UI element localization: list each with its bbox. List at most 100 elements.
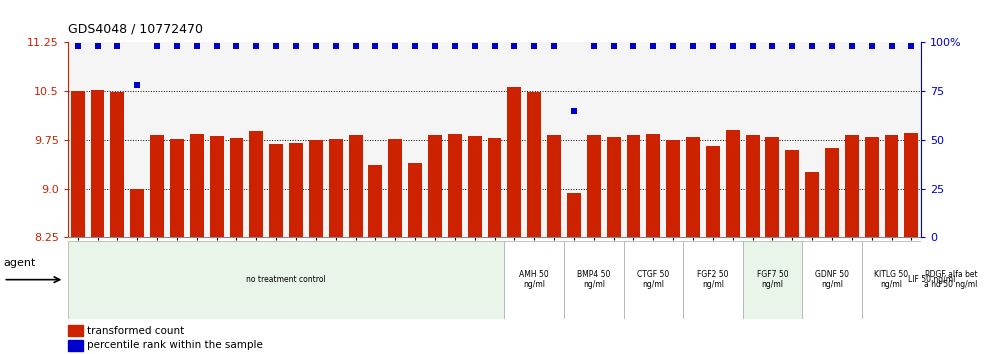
FancyBboxPatch shape bbox=[683, 241, 743, 319]
Bar bbox=[71, 91, 85, 237]
Bar bbox=[91, 90, 105, 237]
FancyBboxPatch shape bbox=[941, 241, 961, 319]
Point bbox=[467, 44, 483, 49]
Point bbox=[606, 44, 622, 49]
Point bbox=[328, 44, 344, 49]
FancyBboxPatch shape bbox=[802, 241, 862, 319]
Bar bbox=[289, 143, 303, 237]
Bar bbox=[111, 92, 124, 237]
Point bbox=[169, 44, 185, 49]
Point bbox=[506, 44, 522, 49]
Text: percentile rank within the sample: percentile rank within the sample bbox=[87, 341, 263, 350]
Bar bbox=[249, 131, 263, 237]
FancyBboxPatch shape bbox=[743, 241, 802, 319]
Point bbox=[804, 44, 820, 49]
Bar bbox=[567, 193, 581, 237]
Bar bbox=[507, 87, 521, 237]
Text: FGF2 50
ng/ml: FGF2 50 ng/ml bbox=[697, 270, 729, 289]
Bar bbox=[269, 144, 283, 237]
Point bbox=[645, 44, 661, 49]
Bar bbox=[229, 138, 243, 237]
Text: KITLG 50
ng/ml: KITLG 50 ng/ml bbox=[874, 270, 908, 289]
Text: GDS4048 / 10772470: GDS4048 / 10772470 bbox=[68, 22, 203, 35]
Bar bbox=[388, 138, 402, 237]
Bar bbox=[766, 137, 779, 237]
Point bbox=[110, 44, 125, 49]
Text: no treatment control: no treatment control bbox=[246, 275, 326, 284]
Bar bbox=[68, 340, 83, 351]
Text: LIF 50 ng/ml: LIF 50 ng/ml bbox=[907, 275, 955, 284]
Text: CTGF 50
ng/ml: CTGF 50 ng/ml bbox=[637, 270, 669, 289]
Bar bbox=[349, 135, 363, 237]
Point bbox=[149, 44, 165, 49]
Point bbox=[903, 44, 919, 49]
Point bbox=[308, 44, 324, 49]
FancyBboxPatch shape bbox=[623, 241, 683, 319]
Bar bbox=[210, 136, 223, 237]
Bar bbox=[150, 135, 164, 237]
Text: BMP4 50
ng/ml: BMP4 50 ng/ml bbox=[577, 270, 611, 289]
Bar bbox=[428, 135, 442, 237]
Point bbox=[566, 108, 582, 113]
Point bbox=[824, 44, 840, 49]
Point bbox=[625, 44, 641, 49]
Point bbox=[90, 44, 106, 49]
Bar bbox=[547, 135, 561, 237]
Bar bbox=[805, 172, 819, 237]
FancyBboxPatch shape bbox=[68, 241, 504, 319]
Bar bbox=[527, 92, 541, 237]
Bar bbox=[706, 146, 720, 237]
Point bbox=[129, 82, 145, 88]
Bar bbox=[726, 130, 740, 237]
Point bbox=[407, 44, 423, 49]
Point bbox=[387, 44, 403, 49]
Bar bbox=[865, 137, 878, 237]
FancyBboxPatch shape bbox=[504, 241, 564, 319]
Bar bbox=[904, 133, 918, 237]
Point bbox=[268, 44, 284, 49]
Bar bbox=[130, 189, 144, 237]
Bar bbox=[785, 150, 799, 237]
Bar bbox=[686, 137, 700, 237]
Point bbox=[228, 44, 244, 49]
Bar bbox=[666, 141, 680, 237]
Point bbox=[348, 44, 364, 49]
Point bbox=[784, 44, 800, 49]
Point bbox=[705, 44, 721, 49]
Point bbox=[745, 44, 761, 49]
Bar bbox=[408, 162, 422, 237]
Point bbox=[447, 44, 463, 49]
Bar bbox=[626, 135, 640, 237]
FancyBboxPatch shape bbox=[862, 241, 921, 319]
FancyBboxPatch shape bbox=[921, 241, 941, 319]
Point bbox=[189, 44, 205, 49]
Text: GDNF 50
ng/ml: GDNF 50 ng/ml bbox=[815, 270, 849, 289]
Text: AMH 50
ng/ml: AMH 50 ng/ml bbox=[519, 270, 549, 289]
Point bbox=[546, 44, 562, 49]
Point bbox=[526, 44, 542, 49]
Point bbox=[685, 44, 701, 49]
Bar bbox=[309, 141, 323, 237]
Point bbox=[208, 44, 224, 49]
Point bbox=[665, 44, 681, 49]
Point bbox=[248, 44, 264, 49]
Bar bbox=[488, 138, 501, 237]
Text: FGF7 50
ng/ml: FGF7 50 ng/ml bbox=[757, 270, 788, 289]
Text: transformed count: transformed count bbox=[87, 326, 184, 336]
Point bbox=[883, 44, 899, 49]
FancyBboxPatch shape bbox=[564, 241, 623, 319]
Point bbox=[427, 44, 443, 49]
Bar bbox=[746, 135, 760, 237]
Point bbox=[368, 44, 383, 49]
Bar bbox=[587, 135, 601, 237]
Bar bbox=[170, 139, 184, 237]
Point bbox=[70, 44, 86, 49]
Bar bbox=[329, 138, 343, 237]
Bar bbox=[448, 134, 462, 237]
Point bbox=[288, 44, 304, 49]
Point bbox=[844, 44, 860, 49]
Point bbox=[725, 44, 741, 49]
Bar bbox=[468, 136, 482, 237]
Text: PDGF alfa bet
a hd 50 ng/ml: PDGF alfa bet a hd 50 ng/ml bbox=[924, 270, 978, 289]
Bar bbox=[884, 135, 898, 237]
